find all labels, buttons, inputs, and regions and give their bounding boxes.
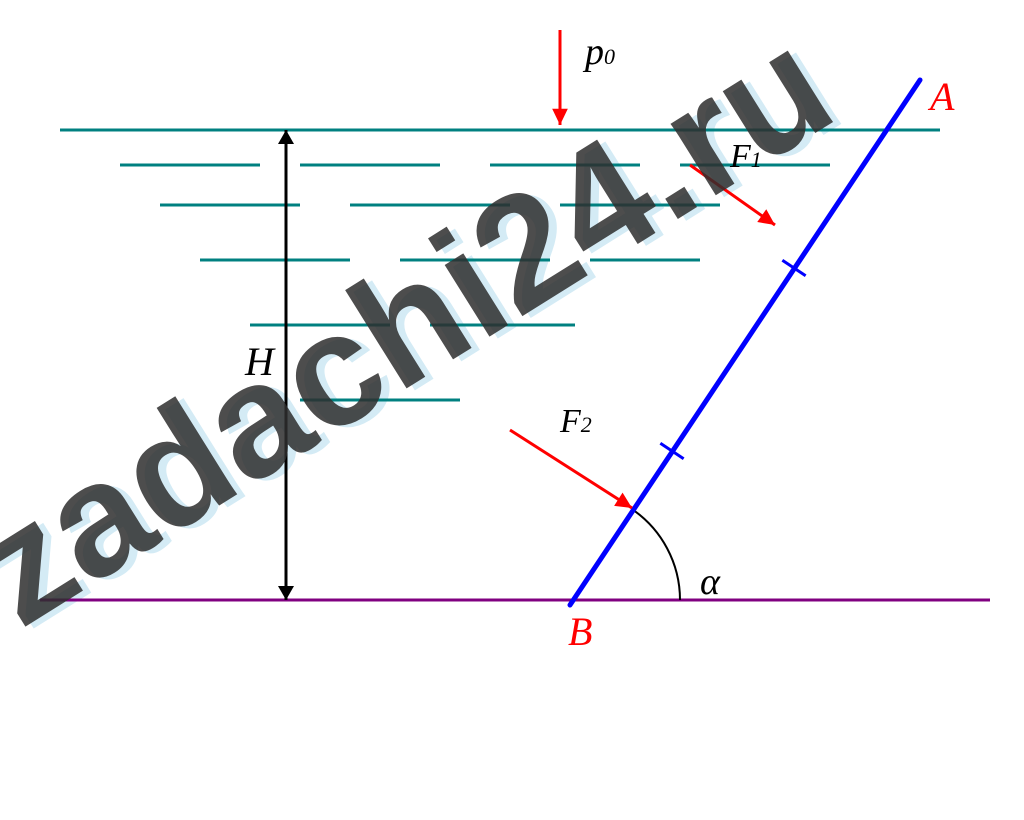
label-F1: F1: [730, 138, 762, 176]
label-alpha: α: [700, 560, 720, 604]
label-F2: F2: [560, 403, 592, 441]
diagram-stage: zadachi24.ruzadachi24.ru A B p0 F1 F2 H …: [0, 0, 1024, 820]
label-H: H: [245, 338, 274, 385]
label-p0: p0: [585, 30, 615, 74]
label-B: B: [568, 608, 592, 655]
label-A: A: [930, 73, 954, 120]
watermark-text: zadachi24.ru: [0, 0, 860, 659]
diagram-svg: zadachi24.ruzadachi24.ru: [0, 0, 1024, 820]
